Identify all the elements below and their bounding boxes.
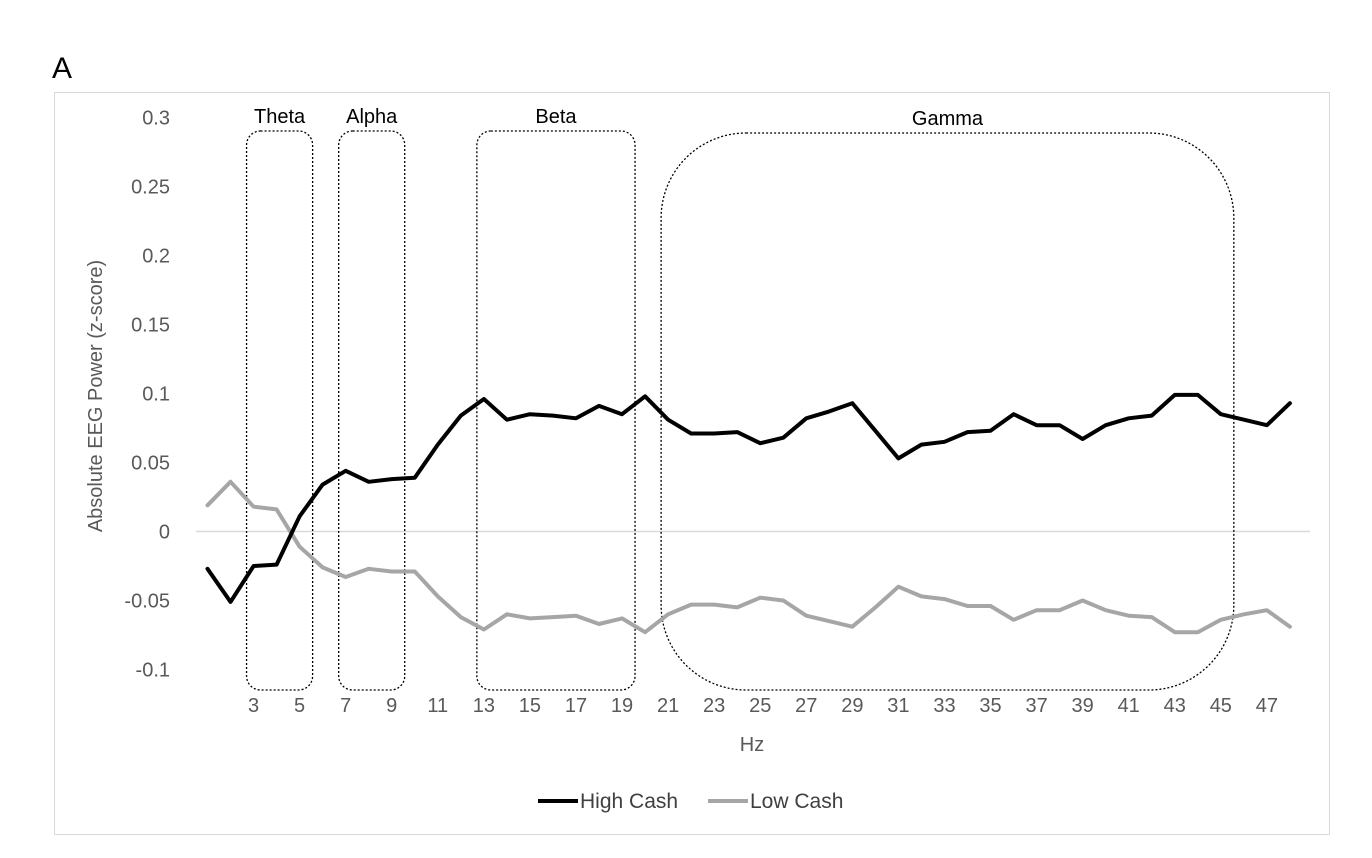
x-tick-label: 7 (340, 695, 351, 717)
x-tick-label: 5 (294, 695, 305, 717)
x-axis-ticks: 3 5 7 9 11 13 15 17 19 21 23 25 27 29 31 33 35 37 39 41 43 45… (248, 695, 1278, 717)
x-tick-label: 35 (979, 695, 1001, 717)
series-line-high-cash (205, 392, 1292, 604)
legend-label-low-cash: Low Cash (750, 790, 843, 813)
x-tick-label: 23 (703, 695, 725, 717)
y-tick-label: 0 (159, 522, 170, 544)
x-tick-label: 33 (933, 695, 955, 717)
x-axis-title: Hz (740, 734, 764, 756)
band-box-gamma (660, 132, 1235, 691)
x-tick-label: 19 (611, 695, 633, 717)
y-tick-label: -0.05 (124, 591, 170, 613)
y-tick-label: -0.1 (136, 660, 170, 682)
x-tick-label: 27 (795, 695, 817, 717)
x-tick-label: 39 (1072, 695, 1094, 717)
y-tick-label: 0.15 (131, 315, 170, 337)
x-tick-label: 37 (1025, 695, 1047, 717)
x-tick-label: 25 (749, 695, 771, 717)
series-line-low-cash (205, 479, 1292, 635)
band-label-gamma: Gamma (912, 108, 984, 130)
x-tick-label: 3 (248, 695, 259, 717)
legend-label-high-cash: High Cash (580, 790, 678, 813)
x-tick-label: 11 (427, 695, 448, 717)
y-tick-label: 0.05 (131, 453, 170, 475)
x-tick-label: 31 (887, 695, 909, 717)
x-tick-label: 15 (519, 695, 541, 717)
x-tick-label: 17 (565, 695, 587, 717)
y-axis-ticks: 0.3 0.25 0.2 0.15 0.1 0.05 0 -0.05 -0.1 (124, 108, 170, 682)
band-label-beta: Beta (535, 106, 577, 128)
y-tick-label: 0.3 (142, 108, 170, 130)
x-tick-label: 21 (657, 695, 679, 717)
y-axis-title: Absolute EEG Power (z-score) (85, 260, 107, 532)
band-box-theta (245, 130, 314, 691)
frequency-bands-layer: Theta Alpha Beta Gamma (245, 106, 1235, 691)
x-tick-label: 29 (841, 695, 863, 717)
band-label-theta: Theta (254, 106, 306, 128)
legend: High Cash Low Cash (538, 790, 843, 813)
y-tick-label: 0.2 (142, 246, 170, 268)
y-tick-label: 0.25 (131, 177, 170, 199)
series-layer (205, 392, 1292, 635)
band-label-alpha: Alpha (346, 106, 398, 128)
band-box-alpha (338, 130, 406, 691)
chart-frame (54, 92, 1330, 835)
x-tick-label: 45 (1210, 695, 1232, 717)
x-tick-label: 41 (1118, 695, 1140, 717)
panel-label: A (52, 52, 73, 85)
x-tick-label: 47 (1256, 695, 1278, 717)
band-box-beta (476, 130, 636, 691)
x-tick-label: 9 (386, 695, 397, 717)
x-tick-label: 43 (1164, 695, 1186, 717)
y-tick-label: 0.1 (142, 384, 170, 406)
x-tick-label: 13 (473, 695, 495, 717)
